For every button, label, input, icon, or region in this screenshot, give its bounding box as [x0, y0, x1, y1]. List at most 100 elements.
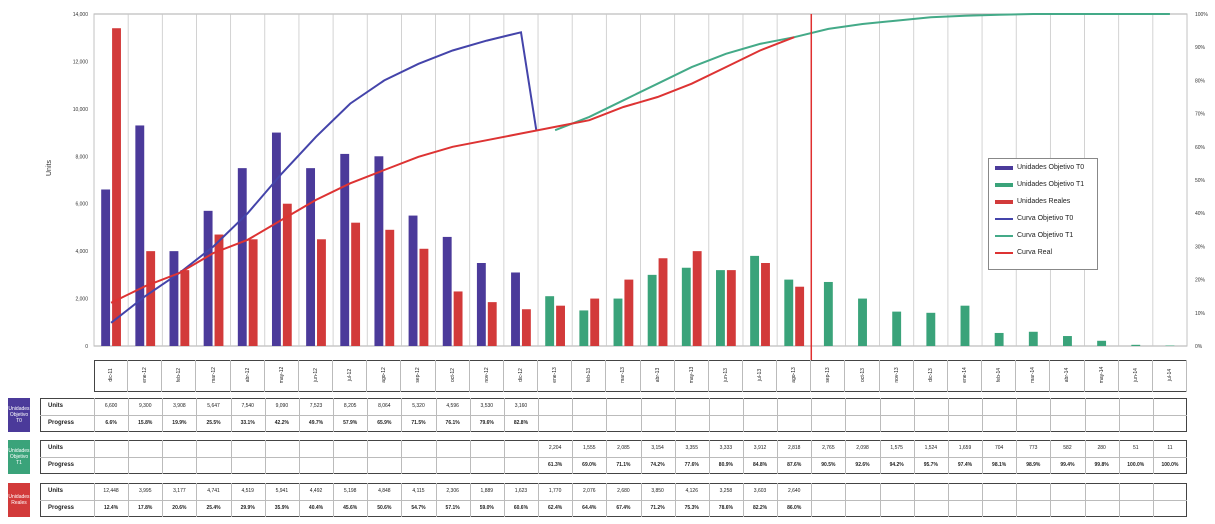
- month-header-cell: [777, 360, 812, 392]
- table-col-divider: [913, 398, 915, 432]
- bar: [624, 279, 634, 346]
- progress-cell: 45.6%: [343, 505, 358, 511]
- table-col-divider: [469, 483, 471, 517]
- bar: [340, 153, 350, 346]
- progress-cell: 25.4%: [206, 505, 221, 511]
- units-cell: 2,076: [583, 488, 596, 494]
- table-col-divider: [879, 440, 881, 474]
- bar: [453, 291, 463, 346]
- progress-cell: 92.6%: [855, 462, 870, 468]
- legend-entry: Unidades Objetivo T0: [989, 159, 1097, 176]
- table-col-divider: [845, 483, 847, 517]
- month-header-cell: [94, 360, 129, 392]
- month-header-label: jun-13: [722, 368, 729, 382]
- table-col-divider: [503, 483, 505, 517]
- table-col-divider: [264, 440, 266, 474]
- bar: [590, 298, 600, 346]
- progress-row-label: Progress: [48, 462, 75, 468]
- legend-swatch: [995, 217, 1013, 220]
- table-col-divider: [811, 483, 813, 517]
- bar: [750, 255, 760, 346]
- table-col-divider: [811, 398, 813, 432]
- month-header-cell: [299, 360, 334, 392]
- bar: [858, 298, 867, 346]
- units-cell: 7,540: [241, 403, 254, 409]
- bar: [476, 263, 486, 346]
- progress-cell: 76.1%: [445, 420, 460, 426]
- table-col-divider: [811, 440, 813, 474]
- table-col-divider: [879, 398, 881, 432]
- units-cell: 2,306: [446, 488, 459, 494]
- progress-cell: 12.4%: [103, 505, 119, 511]
- y-tick-label: 14,000: [73, 12, 89, 18]
- legend-label: Curva Objetivo T0: [1017, 215, 1074, 222]
- units-cell: 6,600: [104, 403, 118, 409]
- y-tick-label: 6,000: [75, 202, 88, 208]
- units-cell: 9,300: [138, 403, 152, 409]
- table-col-divider: [845, 398, 847, 432]
- progress-cell: 84.8%: [752, 462, 768, 468]
- progress-cell: 87.6%: [787, 462, 802, 468]
- table-col-divider: [1118, 440, 1120, 474]
- month-header-cell: [436, 360, 470, 392]
- table-col-divider: [674, 483, 676, 517]
- bar: [317, 239, 326, 346]
- month-header-label: nov-13: [893, 367, 900, 383]
- units-cell: 1,623: [514, 488, 528, 494]
- units-cell: 4,126: [685, 488, 698, 494]
- progress-cell: 6.6%: [105, 420, 117, 426]
- month-header-cell: [1016, 360, 1051, 392]
- table-col-divider: [333, 483, 335, 517]
- table-col-divider: [674, 440, 676, 474]
- units-cell: 4,596: [446, 403, 459, 409]
- bar: [1063, 336, 1072, 346]
- progress-cell: 29.9%: [240, 505, 255, 511]
- units-cell: 2,098: [856, 445, 869, 451]
- table-col-divider: [572, 440, 574, 474]
- units-cell: 1,889: [480, 488, 494, 494]
- month-header-cell: [367, 360, 402, 392]
- y2-tick-label: 60%: [1195, 145, 1206, 151]
- bar: [647, 274, 657, 346]
- table-col-divider: [162, 398, 164, 432]
- table-col-divider: [640, 440, 642, 474]
- progress-cell: 42.2%: [274, 420, 289, 426]
- table-col-divider: [196, 440, 198, 474]
- progress-cell: 94.2%: [889, 462, 904, 468]
- legend-label: Unidades Reales: [1017, 198, 1071, 205]
- table-col-divider: [230, 483, 232, 517]
- progress-cell: 61.3%: [548, 462, 563, 468]
- month-header-label: mar-14: [1030, 367, 1037, 383]
- units-cell: 3,603: [753, 488, 767, 494]
- progress-cell: 50.6%: [377, 505, 392, 511]
- month-header-label: oct-13: [859, 368, 866, 382]
- table-col-divider: [538, 398, 540, 432]
- table-col-divider: [572, 398, 574, 432]
- table-col-divider: [128, 483, 130, 517]
- progress-cell: 71.2%: [650, 505, 665, 511]
- month-header-label: mar-12: [210, 367, 217, 383]
- bar: [511, 272, 520, 346]
- y2-tick-label: 40%: [1195, 211, 1206, 217]
- month-header-label: ene-13: [552, 367, 559, 383]
- table-col-divider: [640, 398, 642, 432]
- bar: [271, 132, 281, 346]
- table-col-divider: [469, 440, 471, 474]
- units-cell: 8,064: [378, 403, 391, 409]
- month-header-label: abr-14: [1064, 367, 1071, 383]
- units-cell: 3,530: [480, 403, 494, 409]
- bar: [926, 312, 936, 346]
- legend-label: Unidades Objetivo T1: [1017, 181, 1085, 188]
- legend: Unidades Objetivo T0 Unidades Objetivo T…: [988, 158, 1098, 270]
- table-col-divider: [128, 440, 130, 474]
- table-col-divider: [401, 440, 403, 474]
- progress-cell: 100.0%: [1127, 462, 1145, 468]
- table-col-divider: [503, 440, 505, 474]
- month-header-cell: [606, 360, 641, 392]
- bar: [761, 263, 770, 346]
- table-col-divider: [230, 440, 232, 474]
- month-header-cell: [1050, 360, 1085, 392]
- progress-row-label: Progress: [48, 420, 75, 426]
- progress-cell: 15.8%: [138, 420, 153, 426]
- table-col-divider: [777, 440, 779, 474]
